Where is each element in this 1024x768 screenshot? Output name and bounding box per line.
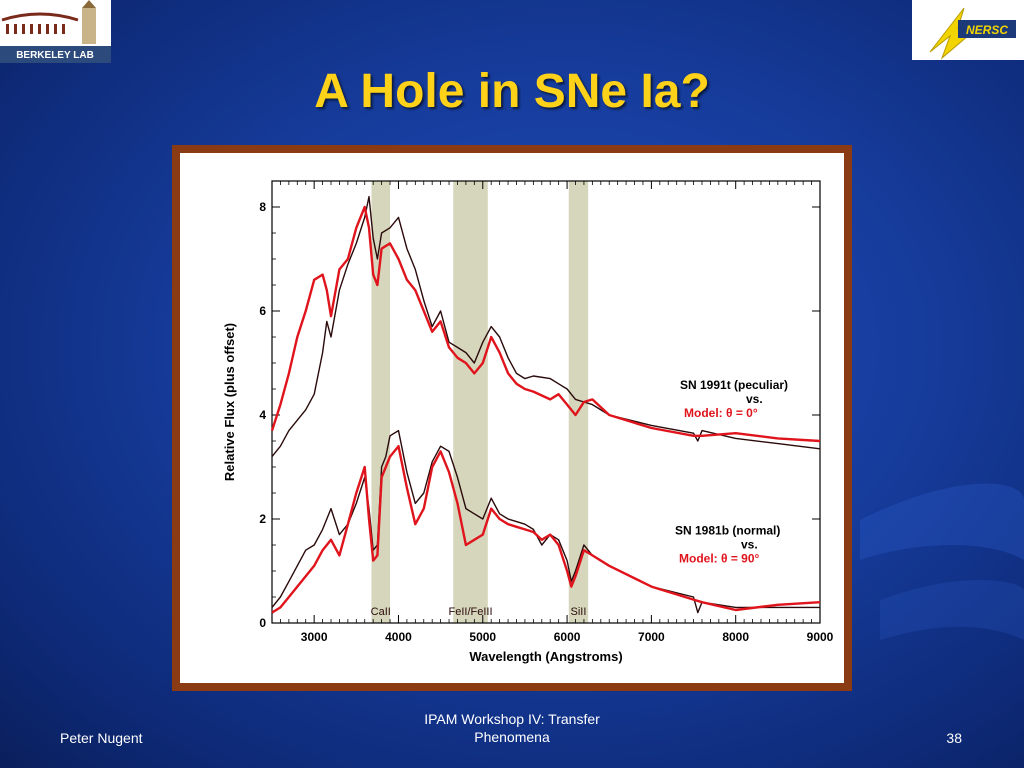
annotation-line: vs.	[746, 392, 763, 406]
x-tick-label: 4000	[385, 630, 412, 644]
series-line	[270, 205, 821, 443]
footer-page-number: 38	[946, 730, 962, 746]
nersc-logo: NERSC	[912, 0, 1024, 60]
berkeley-lab-logo-text: BERKELEY LAB	[16, 50, 94, 61]
y-axis-label: Relative Flux (plus offset)	[222, 323, 237, 481]
plot-area-border	[271, 180, 821, 624]
absorption-band	[371, 181, 391, 623]
series-line	[271, 429, 820, 614]
absorption-band	[453, 181, 488, 623]
berkeley-lab-logo-graphic: BERKELEY LAB	[0, 0, 111, 63]
annotation-line: SN 1991t (peculiar)	[680, 378, 788, 392]
x-tick-label: 8000	[722, 630, 749, 644]
nersc-logo-graphic: NERSC	[912, 0, 1024, 60]
nersc-logo-text: NERSC	[966, 23, 1008, 37]
series-line	[271, 195, 821, 458]
x-axis-label: Wavelength (Angstroms)	[469, 649, 622, 664]
absorption-band	[568, 181, 589, 623]
annotation-line: Model: θ = 90°	[679, 552, 760, 566]
chart-panel: CaII FeII/FeIII SiII 3000 4000 5000 6000 7000 80…	[180, 153, 844, 683]
band-label: FeII/FeIII	[449, 606, 493, 618]
chart-frame: CaII FeII/FeIII SiII 3000 4000 5000 6000 7000 80…	[172, 145, 852, 691]
band-label: SiII	[571, 606, 587, 618]
footer-event: IPAM Workshop IV: Transfer Phenomena	[424, 711, 600, 745]
x-tick-label: 7000	[638, 630, 665, 644]
annotation-line: SN 1981b (normal)	[675, 524, 780, 538]
x-tick-label: 6000	[554, 630, 581, 644]
annotation-line: vs.	[741, 538, 758, 552]
band-label: CaII	[371, 606, 391, 618]
y-tick-label: 2	[259, 512, 266, 526]
x-tick-label: 9000	[807, 630, 834, 644]
x-tick-label: 3000	[301, 630, 328, 644]
y-tick-label: 8	[259, 200, 266, 214]
y-tick-label: 0	[259, 616, 266, 630]
footer-author: Peter Nugent	[60, 730, 143, 746]
y-tick-label: 6	[259, 304, 266, 318]
series-line	[271, 445, 821, 614]
y-tick-label: 4	[259, 408, 266, 422]
x-tick-label: 5000	[469, 630, 496, 644]
berkeley-lab-logo: BERKELEY LAB	[0, 0, 111, 63]
slide-title: A Hole in SNe Ia?	[314, 65, 710, 118]
annotation-line: Model: θ = 0°	[684, 406, 758, 420]
